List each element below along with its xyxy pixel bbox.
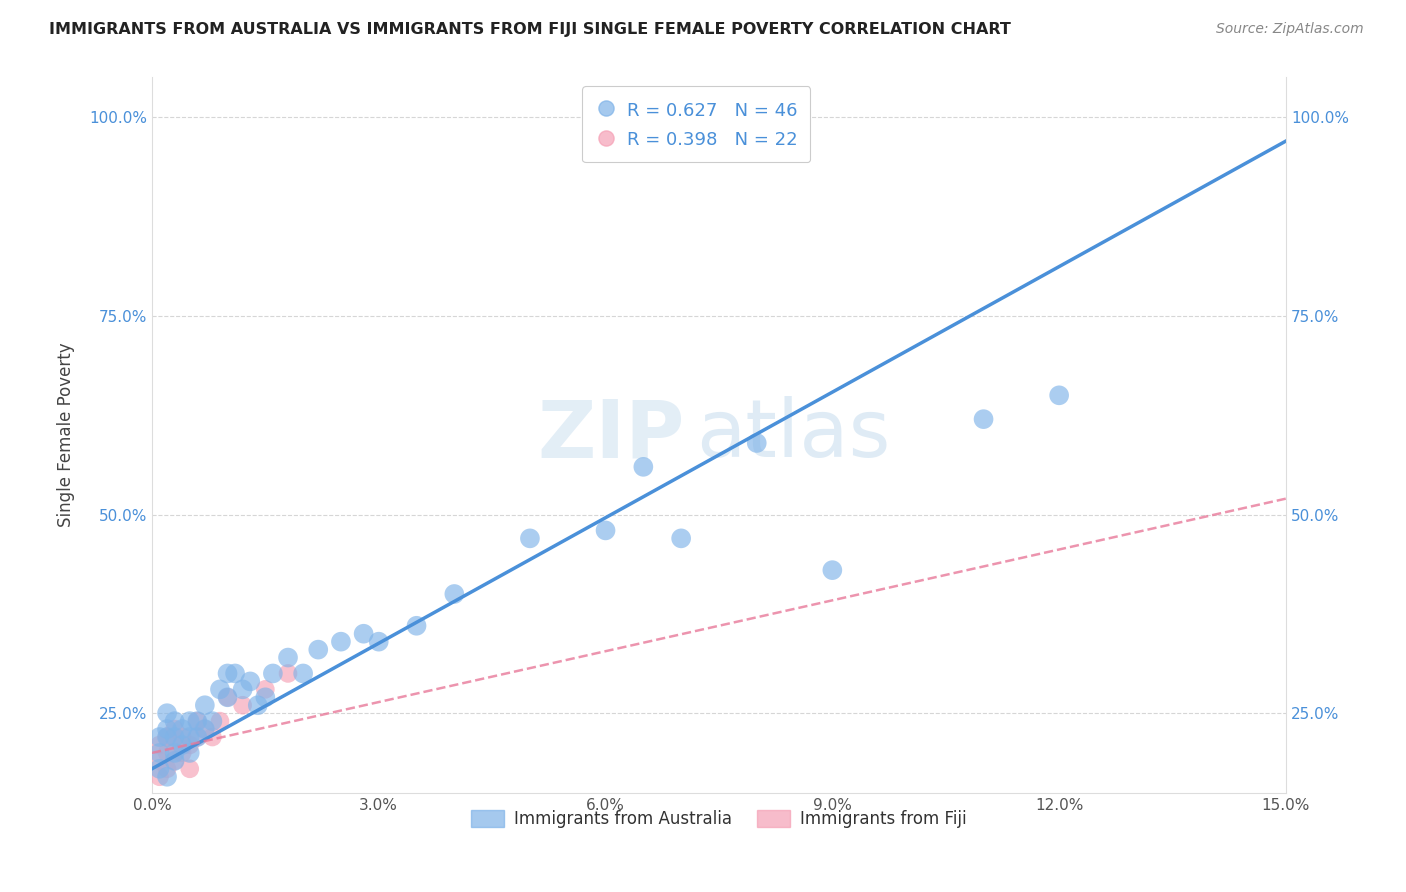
Text: ZIP: ZIP	[537, 396, 685, 474]
Point	[254, 690, 277, 705]
Point	[156, 746, 179, 760]
Text: atlas: atlas	[696, 396, 890, 474]
Point	[595, 524, 617, 538]
Point	[179, 738, 201, 752]
Point	[156, 730, 179, 744]
Point	[172, 746, 194, 760]
Point	[163, 722, 186, 736]
Point	[172, 738, 194, 752]
Point	[277, 666, 299, 681]
Point	[186, 714, 208, 728]
Point	[179, 714, 201, 728]
Point	[172, 722, 194, 736]
Point	[329, 634, 352, 648]
Point	[277, 650, 299, 665]
Y-axis label: Single Female Poverty: Single Female Poverty	[58, 343, 75, 527]
Point	[973, 412, 995, 426]
Point	[163, 714, 186, 728]
Point	[208, 682, 231, 697]
Point	[669, 532, 692, 546]
Point	[156, 706, 179, 721]
Point	[745, 436, 768, 450]
Point	[519, 532, 541, 546]
Point	[194, 722, 217, 736]
Point	[254, 682, 277, 697]
Point	[186, 730, 208, 744]
Legend: Immigrants from Australia, Immigrants from Fiji: Immigrants from Australia, Immigrants fr…	[464, 803, 974, 834]
Point	[405, 619, 427, 633]
Point	[179, 762, 201, 776]
Point	[148, 746, 170, 760]
Point	[367, 634, 389, 648]
Point	[148, 730, 170, 744]
Point	[163, 730, 186, 744]
Point	[148, 738, 170, 752]
Point	[262, 666, 284, 681]
Point	[179, 746, 201, 760]
Point	[179, 730, 201, 744]
Point	[224, 666, 246, 681]
Point	[156, 722, 179, 736]
Point	[163, 754, 186, 768]
Point	[821, 563, 844, 577]
Point	[208, 714, 231, 728]
Point	[1047, 388, 1070, 402]
Point	[217, 690, 239, 705]
Point	[148, 754, 170, 768]
Point	[217, 690, 239, 705]
Point	[353, 626, 375, 640]
Point	[443, 587, 465, 601]
Point	[148, 762, 170, 776]
Point	[239, 674, 262, 689]
Point	[156, 762, 179, 776]
Point	[201, 714, 224, 728]
Point	[172, 730, 194, 744]
Point	[246, 698, 269, 713]
Point	[186, 714, 208, 728]
Point	[232, 698, 254, 713]
Point	[148, 770, 170, 784]
Point	[217, 666, 239, 681]
Point	[156, 730, 179, 744]
Point	[633, 459, 655, 474]
Point	[232, 682, 254, 697]
Point	[163, 754, 186, 768]
Point	[194, 698, 217, 713]
Point	[186, 730, 208, 744]
Text: Source: ZipAtlas.com: Source: ZipAtlas.com	[1216, 22, 1364, 37]
Point	[194, 722, 217, 736]
Point	[201, 730, 224, 744]
Point	[156, 770, 179, 784]
Point	[307, 642, 329, 657]
Point	[292, 666, 315, 681]
Point	[163, 746, 186, 760]
Point	[163, 738, 186, 752]
Text: IMMIGRANTS FROM AUSTRALIA VS IMMIGRANTS FROM FIJI SINGLE FEMALE POVERTY CORRELAT: IMMIGRANTS FROM AUSTRALIA VS IMMIGRANTS …	[49, 22, 1011, 37]
